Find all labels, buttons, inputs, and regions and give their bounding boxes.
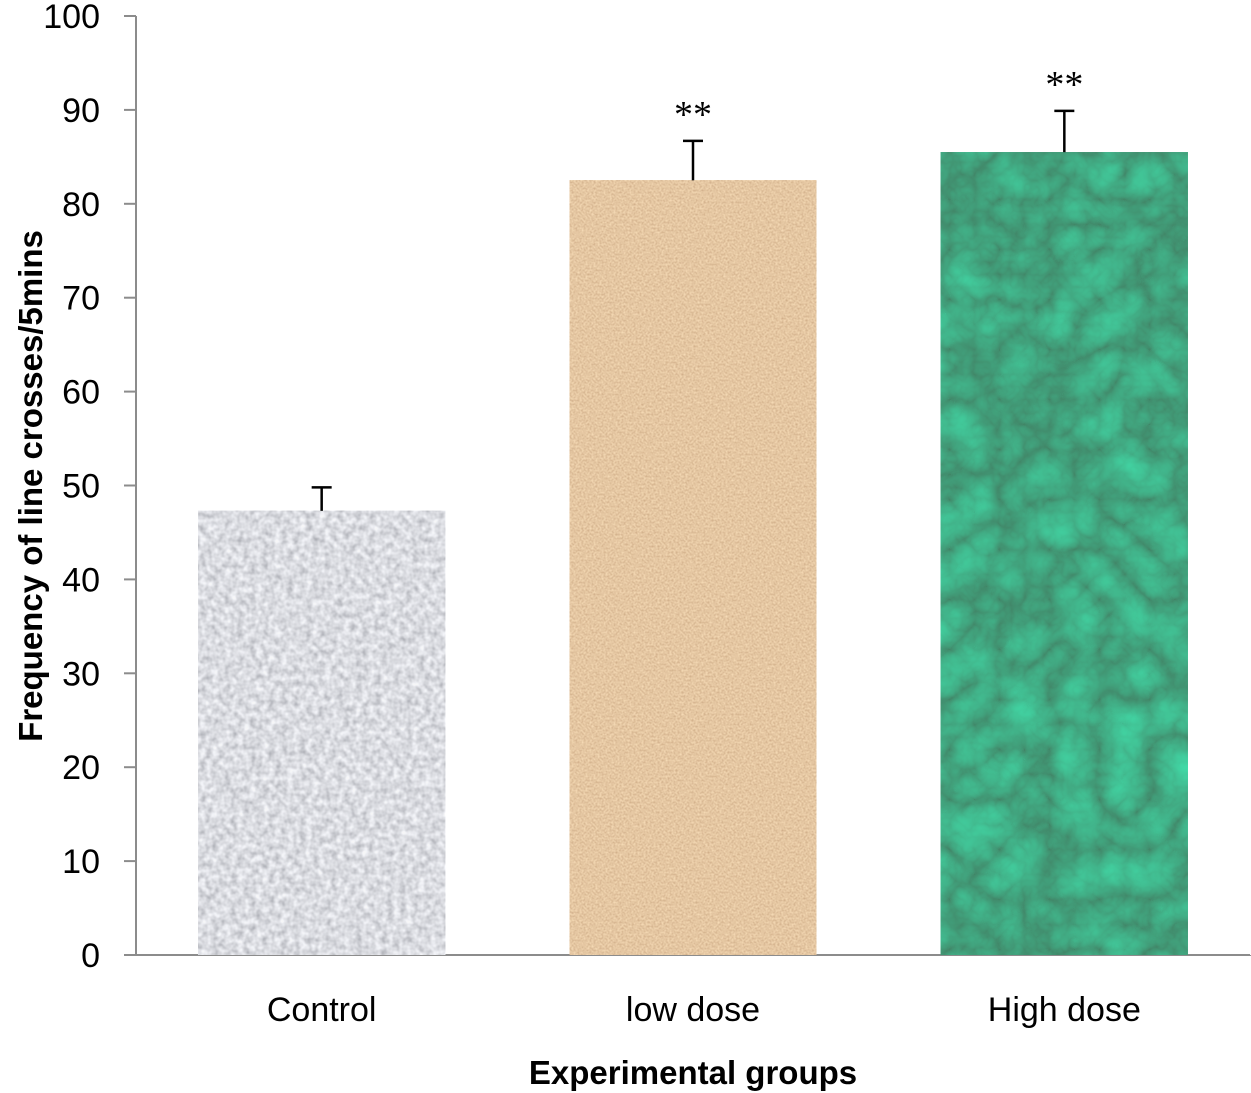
x-tick-label: low dose xyxy=(626,991,760,1029)
y-tick-label: 10 xyxy=(62,843,100,881)
y-tick-label: 100 xyxy=(43,0,100,36)
bar-texture xyxy=(940,152,1188,955)
y-tick-label: 40 xyxy=(62,561,100,599)
y-tick-label: 80 xyxy=(62,186,100,224)
y-tick-label: 50 xyxy=(62,468,100,506)
y-tick-label: 20 xyxy=(62,749,100,787)
bars xyxy=(198,152,1188,955)
y-tick-label: 30 xyxy=(62,655,100,693)
bar-texture xyxy=(198,510,446,955)
x-tick-label: High dose xyxy=(988,991,1141,1029)
x-tick-label: Control xyxy=(267,991,377,1029)
x-tick-labels: Control low dose High dose xyxy=(267,991,1141,1029)
y-tick-label: 60 xyxy=(62,374,100,412)
significance-label: ** xyxy=(1045,64,1083,106)
y-tick-label: 70 xyxy=(62,280,100,318)
y-tick-label: 90 xyxy=(62,92,100,130)
y-axis-title: Frequency of line crosses/5mins xyxy=(12,230,49,742)
significance-annotations: ** ** xyxy=(674,64,1083,136)
error-bars xyxy=(311,109,1075,511)
x-axis-title: Experimental groups xyxy=(529,1054,857,1091)
y-ticks: 0 10 20 30 40 50 60 70 80 90 100 xyxy=(43,0,1251,975)
significance-label: ** xyxy=(674,94,712,136)
bar-texture xyxy=(569,180,817,955)
y-tick-label: 0 xyxy=(81,937,100,975)
